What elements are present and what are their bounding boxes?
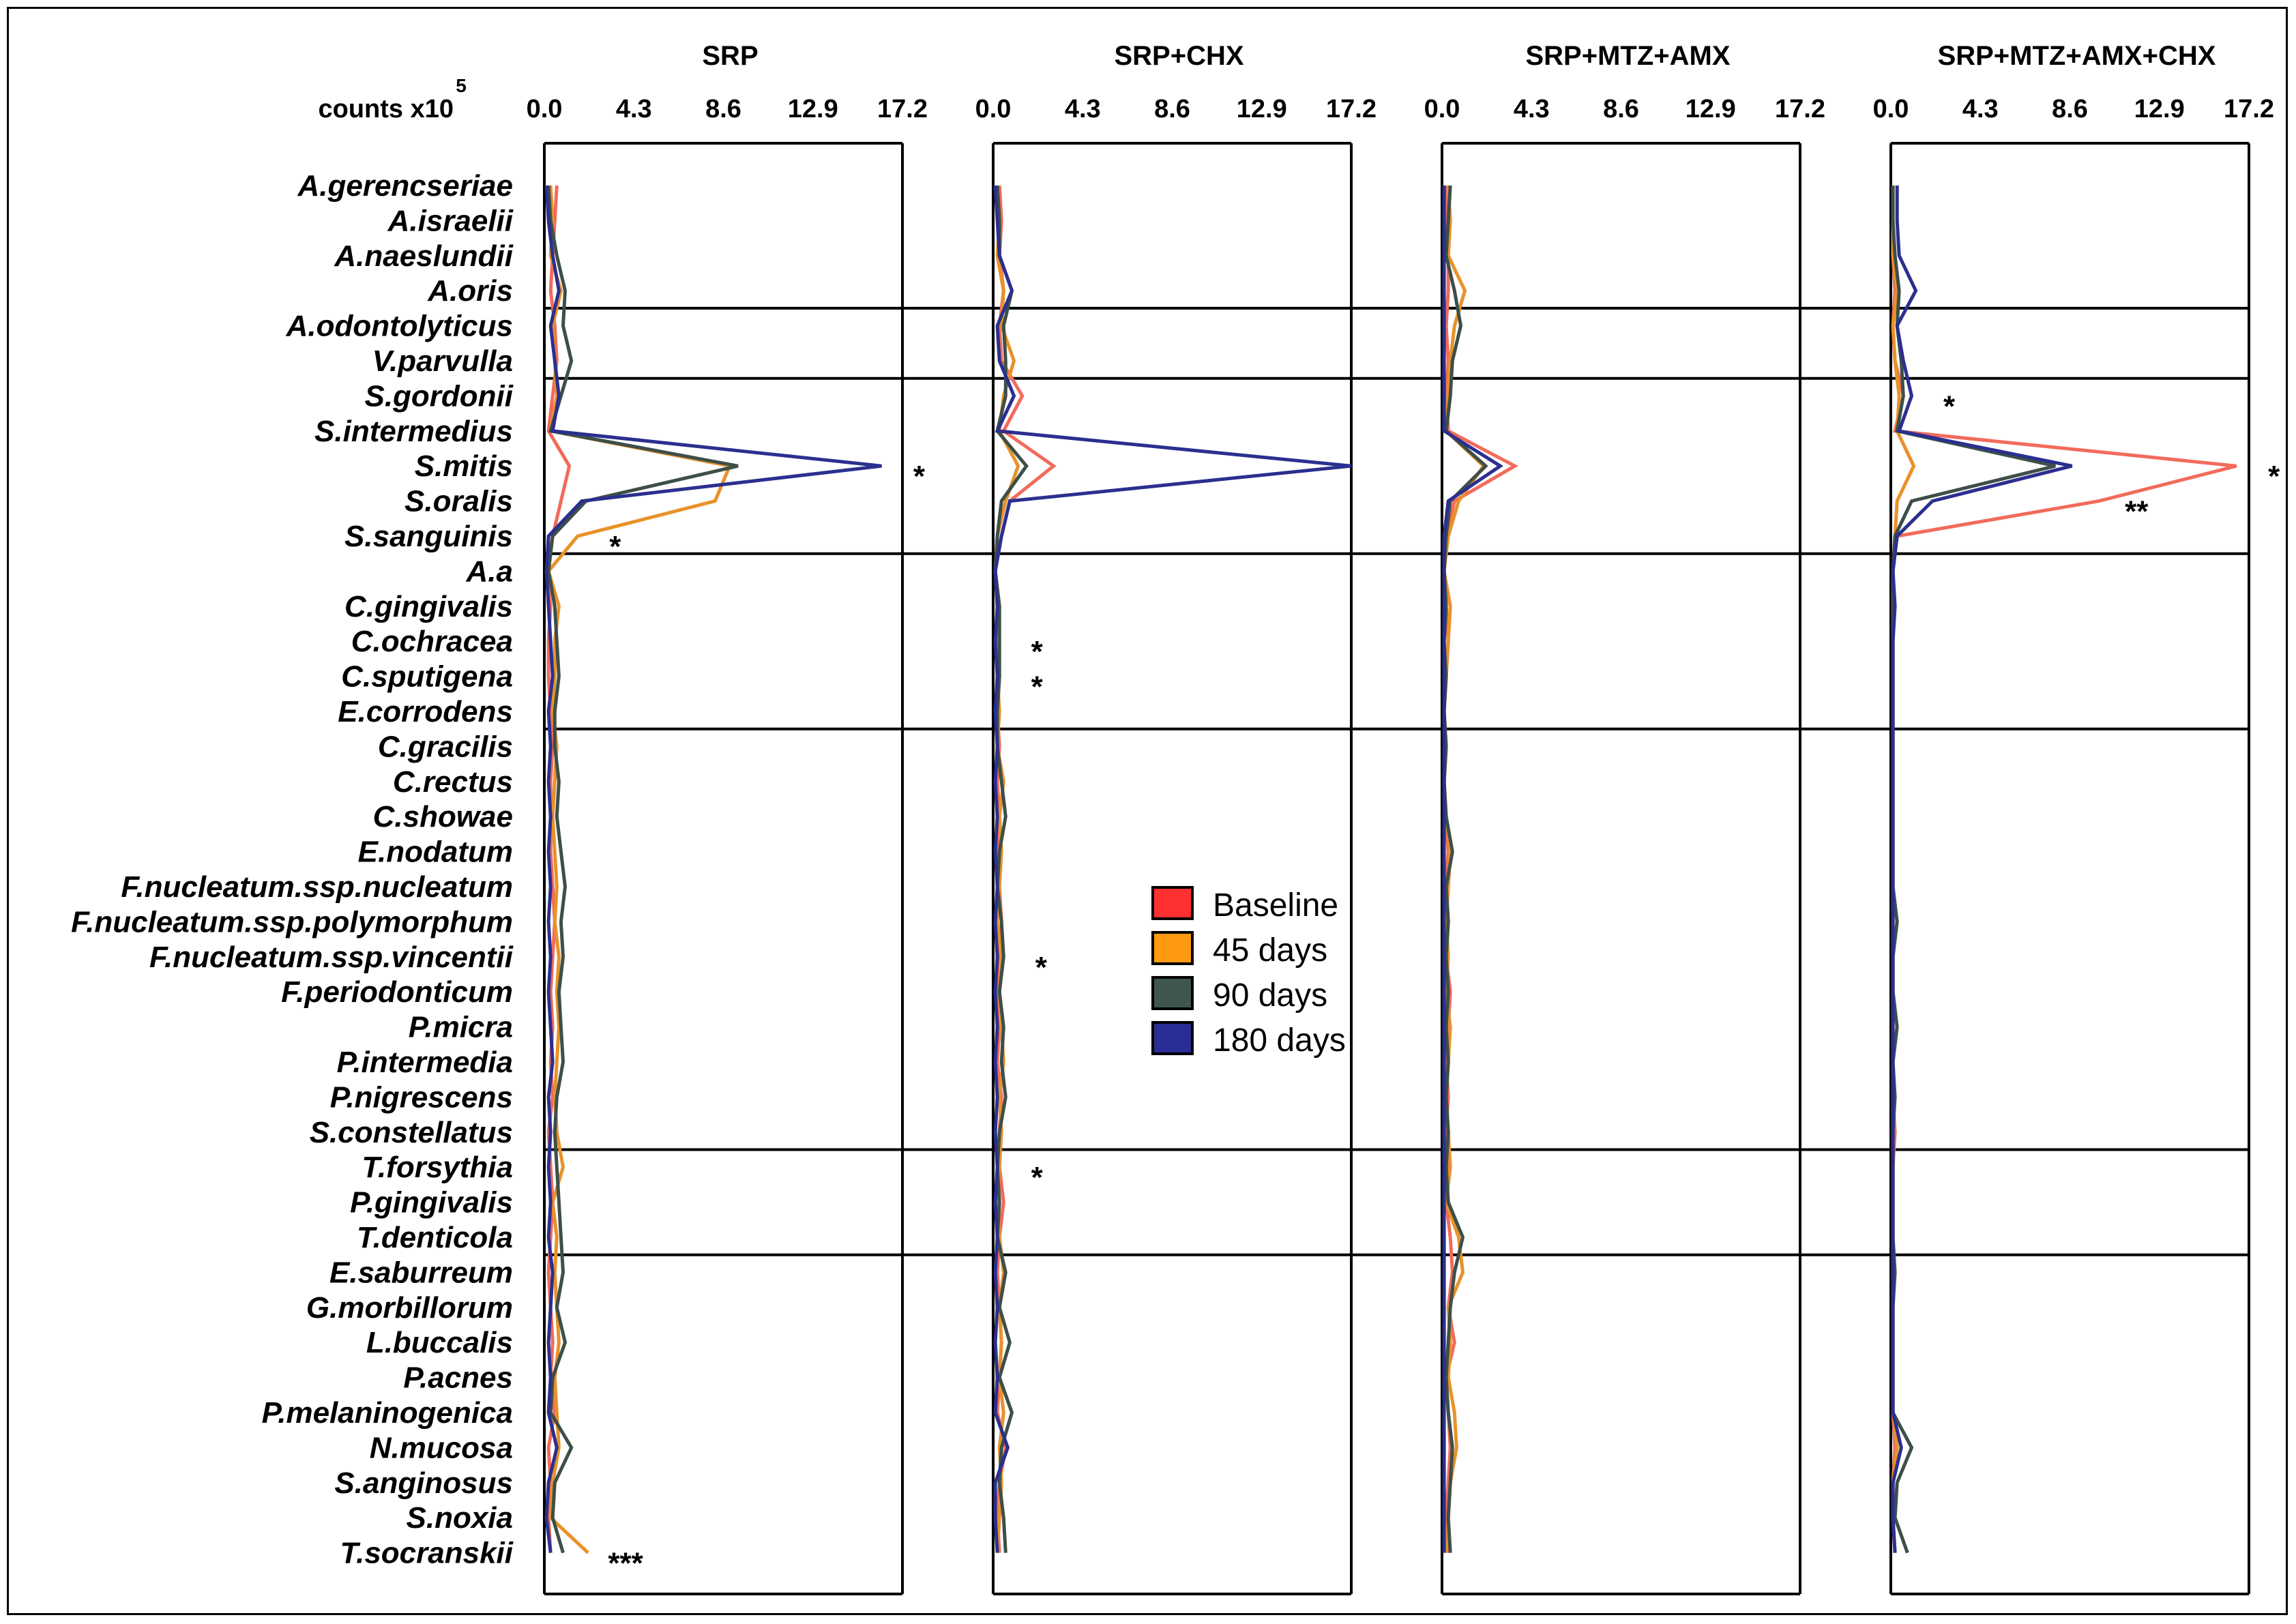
species-label: A.oris [427,274,513,308]
significance-star: * [1943,389,1956,423]
series-line-90-days [1891,186,2056,1554]
species-label: F.nucleatum.ssp.nucleatum [121,870,513,904]
species-label: A.odontolyticus [286,310,513,343]
panel-title: SRP+MTZ+AMX [1525,41,1730,71]
species-label: E.nodatum [358,836,513,869]
species-label: E.corrodens [338,695,513,728]
x-tick-label: 17.2 [2224,95,2274,123]
series-line-180-days [1891,186,2073,1553]
series-line-baseline [544,185,572,1553]
x-tick-label: 8.6 [1603,95,1639,123]
species-label: A.a [466,555,513,588]
x-tick-label: 4.3 [1514,95,1550,123]
panel-title: SRP+MTZ+AMX+CHX [1938,41,2216,71]
legend-swatch [1151,976,1194,1010]
units-label: counts x10 [318,95,454,123]
x-tick-label: 8.6 [705,95,741,123]
significance-star: * [1031,1161,1044,1194]
x-tick-label: 0.0 [1424,95,1460,123]
x-tick-label: 8.6 [2052,95,2088,123]
species-label: A.naeslundii [334,239,513,273]
legend-label: Baseline [1213,887,1338,924]
species-label: G.morbillorum [306,1291,513,1325]
series-line-45-days [546,185,733,1554]
species-label: T.forsythia [362,1151,513,1184]
species-label: P.acnes [403,1361,513,1395]
species-label: C.gingivalis [344,590,513,623]
legend-label: 90 days [1213,977,1327,1014]
x-tick-label: 17.2 [877,95,928,123]
species-label: F.periodonticum [281,975,513,1009]
x-tick-label: 0.0 [1873,95,1909,123]
units-exponent: 5 [456,75,467,96]
significance-star: * [609,530,621,563]
species-label: S.constellatus [310,1116,513,1149]
x-tick-label: 12.9 [2134,95,2185,123]
x-tick-label: 17.2 [1775,95,1825,123]
series-line-90-days [993,185,1029,1553]
significance-star: * [2268,460,2280,493]
species-label: V.parvulla [372,344,513,378]
species-label: C.showae [373,800,513,833]
panel-title: SRP [702,41,758,71]
species-label: T.denticola [357,1221,513,1254]
species-label: S.mitis [415,449,513,483]
species-label: A.gerencseriae [297,169,513,203]
x-tick-label: 4.3 [616,95,652,123]
species-label: S.noxia [407,1501,514,1535]
x-tick-label: 4.3 [1065,95,1101,123]
series-line-180-days [544,185,882,1553]
legend-label: 180 days [1213,1022,1346,1059]
significance-star: * [1031,670,1044,704]
significance-star: * [1035,951,1048,984]
series-line-90-days [546,185,739,1554]
figure-frame [7,7,2288,1615]
panel-title: SRP+CHX [1114,41,1243,71]
x-tick-label: 0.0 [527,95,563,123]
species-label: F.nucleatum.ssp.vincentii [149,941,514,974]
legend-swatch [1151,1021,1194,1055]
x-tick-label: 8.6 [1154,95,1190,123]
species-label: L.buccalis [366,1326,513,1359]
x-tick-label: 12.9 [1237,95,1287,123]
species-label: C.ochracea [351,625,513,658]
species-label: A.israelii [387,204,514,237]
species-label: S.gordonii [364,379,513,413]
species-label: N.mucosa [370,1431,513,1464]
species-label: F.nucleatum.ssp.polymorphum [71,905,513,939]
significance-star: *** [608,1547,643,1580]
legend-label: 45 days [1213,932,1327,969]
species-label: C.sputigena [341,660,513,694]
x-tick-label: 4.3 [1962,95,1999,123]
series-line-90-days [1442,185,1488,1553]
species-label: C.rectus [393,765,513,799]
species-label: T.socranskii [340,1537,513,1570]
significance-star: * [913,460,926,493]
x-tick-label: 17.2 [1326,95,1377,123]
species-label: P.gingivalis [350,1186,513,1220]
species-label: S.sanguinis [344,520,513,553]
species-label: S.anginosus [334,1466,513,1500]
legend-swatch [1151,886,1194,920]
x-tick-label: 0.0 [975,95,1012,123]
significance-star: ** [2125,495,2149,529]
series-line-180-days [1442,186,1504,1553]
species-label: P.melaninogenica [262,1396,513,1430]
species-label: E.saburreum [329,1256,513,1289]
legend-swatch [1151,931,1194,965]
significance-star: * [1031,635,1044,668]
x-tick-label: 12.9 [1686,95,1736,123]
species-label: C.gracilis [378,730,513,763]
species-label: P.micra [409,1011,513,1044]
species-label: P.intermedia [337,1046,513,1079]
species-label: S.oralis [404,485,513,518]
series-line-180-days [993,185,1352,1553]
x-tick-label: 12.9 [788,95,838,123]
series-line-baseline [1442,186,1518,1553]
species-label: P.nigrescens [330,1080,513,1114]
species-label: S.intermedius [314,415,513,448]
